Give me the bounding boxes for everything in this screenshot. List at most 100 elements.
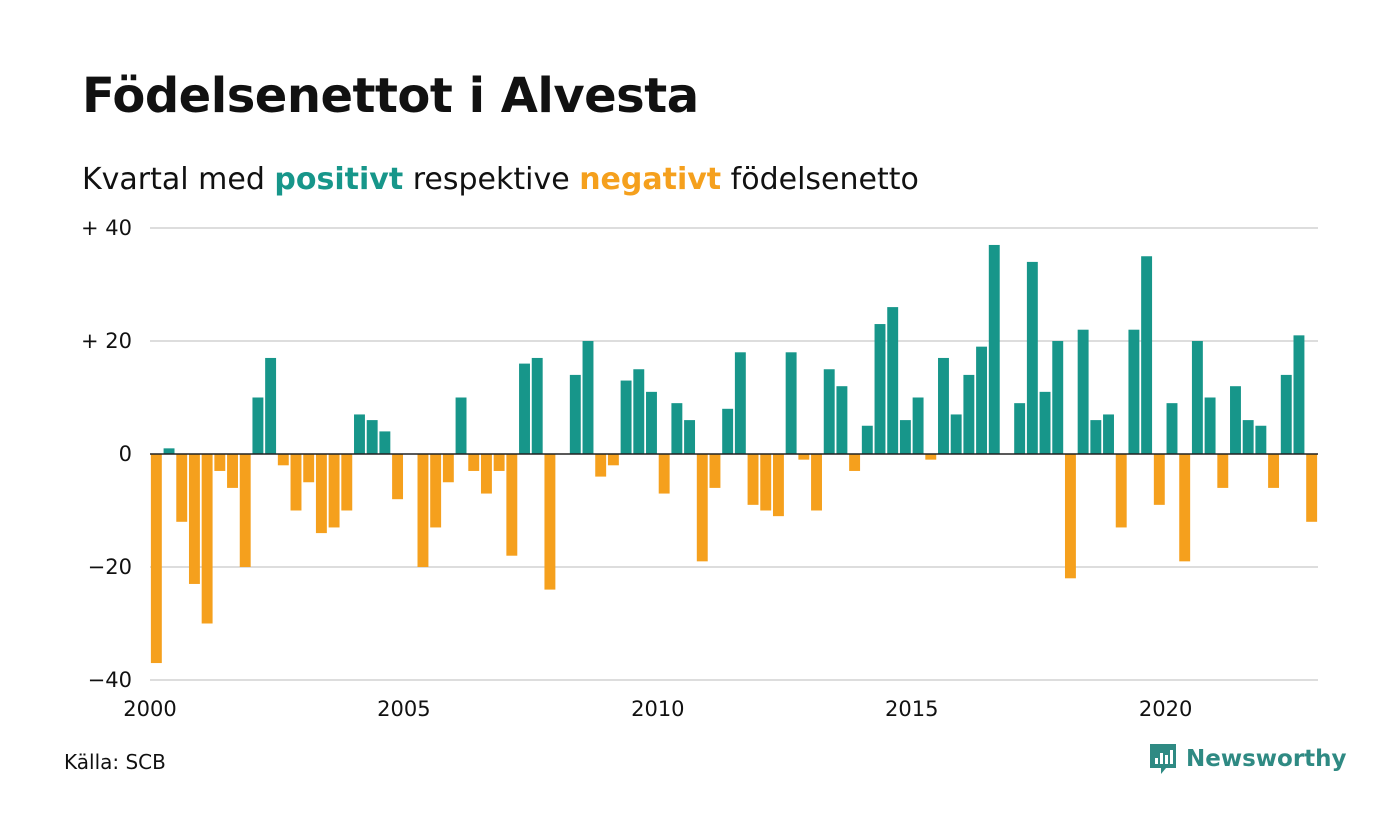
bar-positive [823, 369, 835, 454]
bar-positive [1280, 374, 1292, 454]
bar-negative [1306, 454, 1318, 522]
bar-positive [1026, 261, 1038, 454]
bar-negative [658, 454, 670, 494]
bar-positive [1255, 425, 1267, 454]
bar-negative [315, 454, 327, 534]
bar-positive [531, 357, 543, 454]
bar-negative [506, 454, 518, 556]
bar-negative [1064, 454, 1076, 579]
x-tick-label: 2010 [631, 697, 684, 721]
x-tick-label: 2020 [1139, 697, 1192, 721]
newsworthy-logo-icon [1150, 744, 1176, 774]
bar-negative [480, 454, 492, 494]
bar-negative [239, 454, 251, 567]
bar-positive [354, 414, 365, 454]
bar-positive [252, 397, 264, 454]
bar-positive [671, 403, 683, 454]
y-tick-label: 0 [119, 442, 132, 466]
bar-positive [646, 391, 657, 454]
bar-negative [303, 454, 315, 483]
bar-negative [1153, 454, 1165, 505]
bar-positive [722, 408, 734, 454]
x-tick-label: 2000 [123, 697, 176, 721]
bar-negative [392, 454, 404, 500]
bar-negative [798, 454, 810, 460]
bar-positive [1230, 386, 1241, 454]
brand-logo: Newsworthy [1148, 742, 1347, 776]
bar-positive [1204, 397, 1216, 454]
bar-positive [1242, 420, 1254, 454]
bar-positive [734, 352, 746, 454]
bar-positive [1141, 256, 1153, 454]
bar-positive [455, 397, 467, 454]
bar-negative [709, 454, 721, 488]
bar-positive [1052, 341, 1064, 454]
bar-negative [849, 454, 861, 471]
bar-negative [341, 454, 353, 511]
bar-negative [595, 454, 607, 477]
bar-negative [544, 454, 556, 590]
bar-positive [1039, 391, 1051, 454]
bar-positive [1293, 335, 1305, 454]
bar-negative [201, 454, 213, 624]
y-tick-label: −40 [88, 668, 132, 692]
bar-positive [684, 420, 696, 454]
bar-negative [430, 454, 442, 528]
x-tick-label: 2015 [885, 697, 938, 721]
bar-positive [1090, 420, 1102, 454]
bar-negative [493, 454, 505, 471]
bar-positive [633, 369, 645, 454]
bar-positive [1103, 414, 1114, 454]
y-tick-label: + 40 [81, 216, 132, 240]
bar-negative [760, 454, 772, 511]
bar-positive [836, 386, 848, 454]
bar-negative [772, 454, 784, 517]
bar-negative [607, 454, 619, 466]
bar-positive [785, 352, 797, 454]
bar-negative [277, 454, 289, 466]
bar-positive [265, 357, 277, 454]
bar-negative [1217, 454, 1229, 488]
bar-negative [290, 454, 302, 511]
bar-positive [163, 448, 175, 454]
bar-negative [150, 454, 162, 664]
bar-positive [1014, 403, 1026, 454]
bar-positive [620, 380, 632, 454]
bar-positive [976, 346, 988, 454]
bar-positive [379, 431, 391, 454]
bar-negative [227, 454, 238, 488]
brand-name: Newsworthy [1186, 746, 1347, 772]
bar-negative [214, 454, 226, 471]
bar-positive [899, 420, 911, 454]
bar-positive [1077, 329, 1089, 454]
bar-positive [988, 244, 1000, 454]
y-tick-label: + 20 [81, 329, 132, 353]
bar-negative [417, 454, 429, 567]
bar-positive [1166, 403, 1178, 454]
bar-positive [569, 374, 581, 454]
bar-positive [950, 414, 962, 454]
bar-positive [861, 425, 873, 454]
subtitle-middle: respektive [403, 162, 580, 197]
bar-positive [1128, 329, 1140, 454]
bar-negative [1268, 454, 1280, 488]
bar-negative [811, 454, 822, 511]
source-label: Källa: SCB [64, 750, 166, 774]
chart-subtitle: Kvartal med positivt respektive negativt… [82, 162, 919, 198]
bar-negative [442, 454, 454, 483]
bar-positive [912, 397, 924, 454]
bar-negative [925, 454, 937, 460]
subtitle-negative: negativt [579, 162, 722, 197]
y-tick-label: −20 [88, 555, 132, 579]
bar-positive [519, 363, 530, 454]
subtitle-positive: positivt [274, 162, 404, 197]
bar-positive [887, 307, 899, 454]
bar-negative [696, 454, 708, 562]
bar-negative [328, 454, 340, 528]
bar-negative [1179, 454, 1191, 562]
bar-negative [176, 454, 188, 522]
bar-positive [874, 324, 886, 454]
bar-negative [188, 454, 200, 584]
chart-title: Födelsenettot i Alvesta [82, 68, 699, 124]
